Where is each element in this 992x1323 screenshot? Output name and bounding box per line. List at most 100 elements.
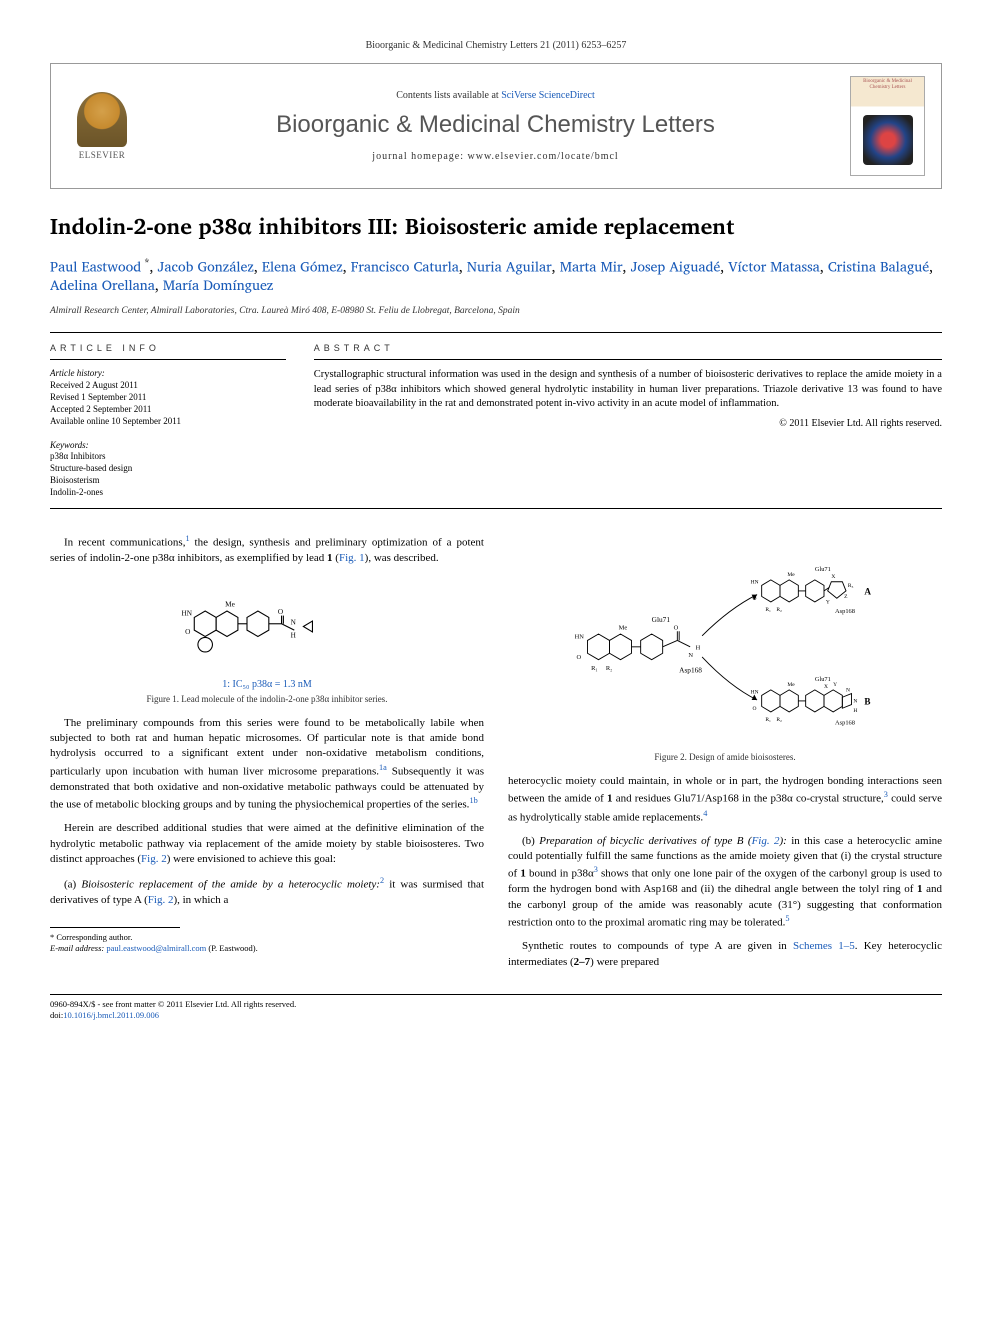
author-mir[interactable]: Marta Mir — [560, 255, 623, 278]
ref-1b[interactable]: 1b — [469, 796, 477, 805]
citation-line: Bioorganic & Medicinal Chemistry Letters… — [50, 40, 942, 51]
para-3: Herein are described additional studies … — [50, 821, 484, 867]
p1-a: In recent communications, — [64, 537, 185, 549]
svg-text:Asp168: Asp168 — [679, 666, 702, 675]
p6-c: bound in p38α — [526, 868, 594, 880]
svg-text:Me: Me — [225, 600, 235, 608]
abstract-col: ABSTRACT Crystallographic structural inf… — [300, 333, 942, 508]
fig2-link-b[interactable]: Fig. 2 — [148, 894, 174, 906]
para-5: heterocyclic moiety could maintain, in w… — [508, 774, 942, 825]
p3-b: ) were envisioned to achieve this goal: — [167, 853, 336, 865]
svg-text:Asp168: Asp168 — [835, 720, 855, 727]
fig2-link-a[interactable]: Fig. 2 — [141, 853, 167, 865]
author-orellana[interactable]: Adelina Orellana — [50, 274, 155, 297]
p4-it: Bioisosteric replacement of the amide by… — [81, 879, 380, 891]
history-online: Available online 10 September 2011 — [50, 415, 286, 427]
abstract-text: Crystallographic structural information … — [314, 368, 942, 412]
homepage-prefix: journal homepage: — [372, 151, 467, 162]
doi-link[interactable]: 10.1016/j.bmcl.2011.09.006 — [63, 1010, 159, 1020]
contents-prefix: Contents lists available at — [396, 90, 501, 101]
svg-text:H: H — [853, 708, 857, 714]
svg-text:R₂: R₂ — [606, 665, 613, 672]
author-balague[interactable]: Cristina Balagué — [828, 255, 929, 278]
header-center: Contents lists available at SciVerse Sci… — [153, 90, 838, 162]
svg-text:X: X — [824, 684, 828, 690]
fig1-link[interactable]: Fig. 1 — [339, 552, 365, 564]
author-aiguade[interactable]: Josep Aiguadé — [631, 255, 721, 278]
right-column: HN O Me R₁ R₂ O N H Glu71 Asp168 — [508, 533, 942, 978]
email-link[interactable]: paul.eastwood@almirall.com — [106, 943, 206, 953]
keyword-2: Bioisosterism — [50, 474, 286, 486]
footnote-separator — [50, 927, 180, 928]
keyword-1: Structure-based design — [50, 462, 286, 474]
footer-doi-line: doi:10.1016/j.bmcl.2011.09.006 — [50, 1010, 942, 1021]
svg-text:Me: Me — [619, 624, 628, 631]
p5-b: and residues Glu71/Asp168 in the p38α co… — [612, 793, 883, 805]
author-caturla[interactable]: Francisco Caturla — [351, 255, 459, 278]
cover-title: Bioorganic & Medicinal Chemistry Letters — [851, 77, 924, 92]
article-info-col: ARTICLE INFO Article history: Received 2… — [50, 333, 300, 508]
p6-a: (b) — [522, 835, 539, 847]
svg-text:R₃: R₃ — [848, 583, 854, 589]
page-footer: 0960-894X/$ - see front matter © 2011 El… — [50, 994, 942, 1021]
left-column: In recent communications,1 the design, s… — [50, 533, 484, 978]
svg-text:A: A — [864, 587, 871, 597]
svg-text:O: O — [577, 654, 582, 661]
sciencedirect-link[interactable]: SciVerse ScienceDirect — [501, 90, 595, 101]
journal-homepage-line: journal homepage: www.elsevier.com/locat… — [153, 151, 838, 162]
ref-5[interactable]: 5 — [785, 914, 789, 923]
svg-text:N: N — [688, 652, 693, 659]
svg-text:Glu71: Glu71 — [652, 615, 671, 624]
svg-text:O: O — [753, 596, 757, 602]
svg-text:R₁: R₁ — [591, 665, 598, 672]
ic50-value: 1: IC₅₀ p38α = 1.3 nM — [50, 679, 484, 690]
elsevier-tree-icon — [77, 92, 127, 147]
p7-b2: 2–7 — [574, 956, 591, 968]
cover-image-icon — [863, 115, 913, 165]
chem-structure-2-icon: HN O Me R₁ R₂ O N H Glu71 Asp168 — [560, 545, 890, 745]
author-gomez[interactable]: Elena Gómez — [262, 255, 343, 278]
svg-text:Glu71: Glu71 — [815, 566, 831, 573]
affiliation: Almirall Research Center, Almirall Labor… — [50, 306, 942, 316]
p1-d: ), was described. — [365, 552, 439, 564]
homepage-url: www.elsevier.com/locate/bmcl — [468, 151, 619, 162]
ref-1a[interactable]: 1a — [379, 763, 387, 772]
info-abstract-row: ARTICLE INFO Article history: Received 2… — [50, 332, 942, 509]
history-revised: Revised 1 September 2011 — [50, 391, 286, 403]
para-4: (a) Bioisosteric replacement of the amid… — [50, 875, 484, 908]
p7-a: Synthetic routes to compounds of type A … — [522, 940, 793, 952]
article-info-heading: ARTICLE INFO — [50, 343, 286, 360]
svg-text:O: O — [753, 706, 757, 712]
figure-1-caption: Figure 1. Lead molecule of the indolin-2… — [50, 694, 484, 704]
svg-text:HN: HN — [751, 690, 759, 696]
author-dominguez[interactable]: María Domínguez — [163, 274, 273, 297]
footnote-corr: * Corresponding author. — [50, 932, 484, 943]
journal-cover-thumbnail: Bioorganic & Medicinal Chemistry Letters — [850, 76, 925, 176]
schemes-link[interactable]: Schemes 1–5 — [793, 940, 855, 952]
author-matassa[interactable]: Víctor Matassa — [728, 255, 820, 278]
para-2: The preliminary compounds from this seri… — [50, 716, 484, 814]
elsevier-name: ELSEVIER — [79, 150, 126, 160]
footer-copyright: 0960-894X/$ - see front matter © 2011 El… — [50, 999, 942, 1010]
svg-text:Asp168: Asp168 — [835, 608, 855, 615]
figure-2-caption: Figure 2. Design of amide bioisosteres. — [508, 752, 942, 762]
svg-text:O: O — [674, 624, 679, 631]
email-who: (P. Eastwood). — [206, 943, 257, 953]
svg-text:Y: Y — [826, 600, 830, 606]
author-list: Paul Eastwood *, Jacob González, Elena G… — [50, 255, 942, 296]
ref-4[interactable]: 4 — [703, 809, 707, 818]
history-accepted: Accepted 2 September 2011 — [50, 403, 286, 415]
fig2-link-c[interactable]: Fig. 2 — [752, 835, 780, 847]
contents-available-line: Contents lists available at SciVerse Sci… — [153, 90, 838, 101]
svg-text:O: O — [278, 607, 283, 615]
author-aguilar[interactable]: Nuria Aguilar — [467, 255, 552, 278]
svg-text:H: H — [291, 631, 297, 639]
body-columns: In recent communications,1 the design, s… — [50, 533, 942, 978]
svg-text:HN: HN — [751, 580, 759, 586]
svg-text:N: N — [853, 699, 857, 705]
corr-marker: * — [141, 253, 149, 271]
svg-text:HN: HN — [182, 609, 193, 617]
para-6: (b) Preparation of bicyclic derivatives … — [508, 834, 942, 932]
svg-text:R₂: R₂ — [776, 717, 782, 723]
footnote-email: E-mail address: paul.eastwood@almirall.c… — [50, 943, 484, 954]
